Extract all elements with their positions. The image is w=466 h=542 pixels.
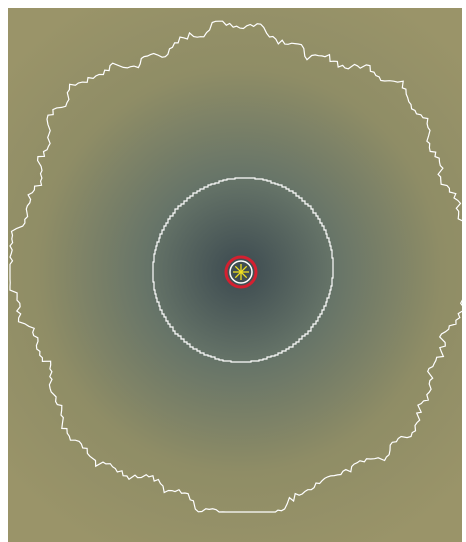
center-ring-white bbox=[229, 260, 253, 284]
center-ring-red bbox=[224, 255, 258, 289]
center-star-icon bbox=[233, 264, 249, 280]
outer-contour bbox=[9, 20, 465, 513]
star-ray bbox=[234, 265, 248, 279]
inner-contour bbox=[152, 177, 334, 363]
gradient-field bbox=[8, 8, 462, 542]
center-marker bbox=[224, 255, 258, 289]
